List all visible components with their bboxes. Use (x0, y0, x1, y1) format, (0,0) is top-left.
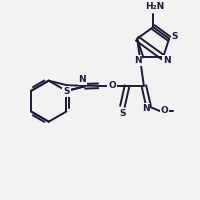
Text: N: N (163, 56, 171, 65)
Text: N: N (79, 75, 86, 84)
Text: S: S (119, 109, 126, 118)
Text: H₂N: H₂N (145, 2, 165, 11)
Text: O: O (161, 106, 168, 115)
Text: N: N (142, 104, 150, 113)
Text: S: S (172, 32, 178, 41)
Text: O: O (108, 81, 116, 90)
Text: N: N (134, 56, 142, 65)
Text: S: S (63, 87, 70, 96)
